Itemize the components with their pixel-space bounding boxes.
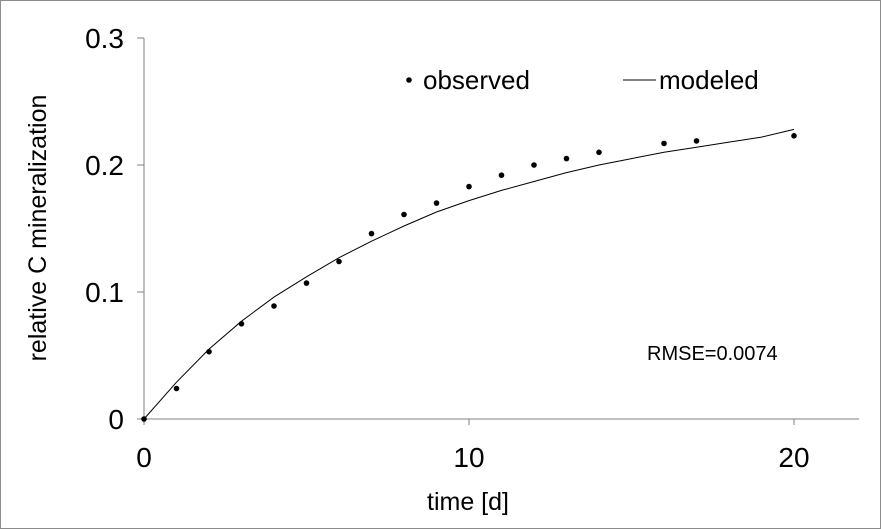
y-tick-label: 0.2 <box>85 150 124 181</box>
legend-modeled-label: modeled <box>659 65 759 95</box>
modeled-line <box>143 128 795 420</box>
x-axis-title: time [d] <box>427 488 509 516</box>
observed-series <box>141 133 797 422</box>
x-tick-label: 0 <box>136 442 152 473</box>
observed-point <box>466 183 472 190</box>
observed-point <box>433 200 440 206</box>
x-tick-label: 10 <box>453 442 484 473</box>
observed-point <box>531 162 537 168</box>
observed-point <box>336 258 342 265</box>
y-axis-title: relative C mineralization <box>24 95 52 362</box>
observed-point <box>173 385 180 392</box>
modeled-series <box>143 128 795 420</box>
legend-observed-marker <box>406 77 412 83</box>
x-tick-label: 20 <box>778 442 809 473</box>
y-tick-label: 0.1 <box>85 277 124 308</box>
y-tick-label: 0 <box>108 404 124 435</box>
observed-point <box>368 230 375 237</box>
observed-point <box>498 172 505 178</box>
tick-labels: 0 0.1 0.2 0.3 0 10 20 <box>85 23 810 473</box>
observed-point <box>563 155 570 162</box>
observed-point <box>596 149 602 156</box>
observed-point <box>401 211 407 218</box>
observed-point <box>271 303 277 309</box>
observed-point <box>661 140 667 147</box>
legend-observed-label: observed <box>423 65 530 95</box>
observed-point <box>141 416 147 422</box>
observed-point <box>791 133 797 139</box>
rmse-annotation: RMSE=0.0074 <box>647 343 778 365</box>
y-tick-label: 0.3 <box>85 23 124 54</box>
observed-point <box>693 138 700 144</box>
legend: observed modeled <box>406 65 759 95</box>
observed-point <box>238 321 245 327</box>
observed-point <box>206 348 212 355</box>
axes <box>137 37 859 425</box>
observed-point <box>303 280 310 286</box>
